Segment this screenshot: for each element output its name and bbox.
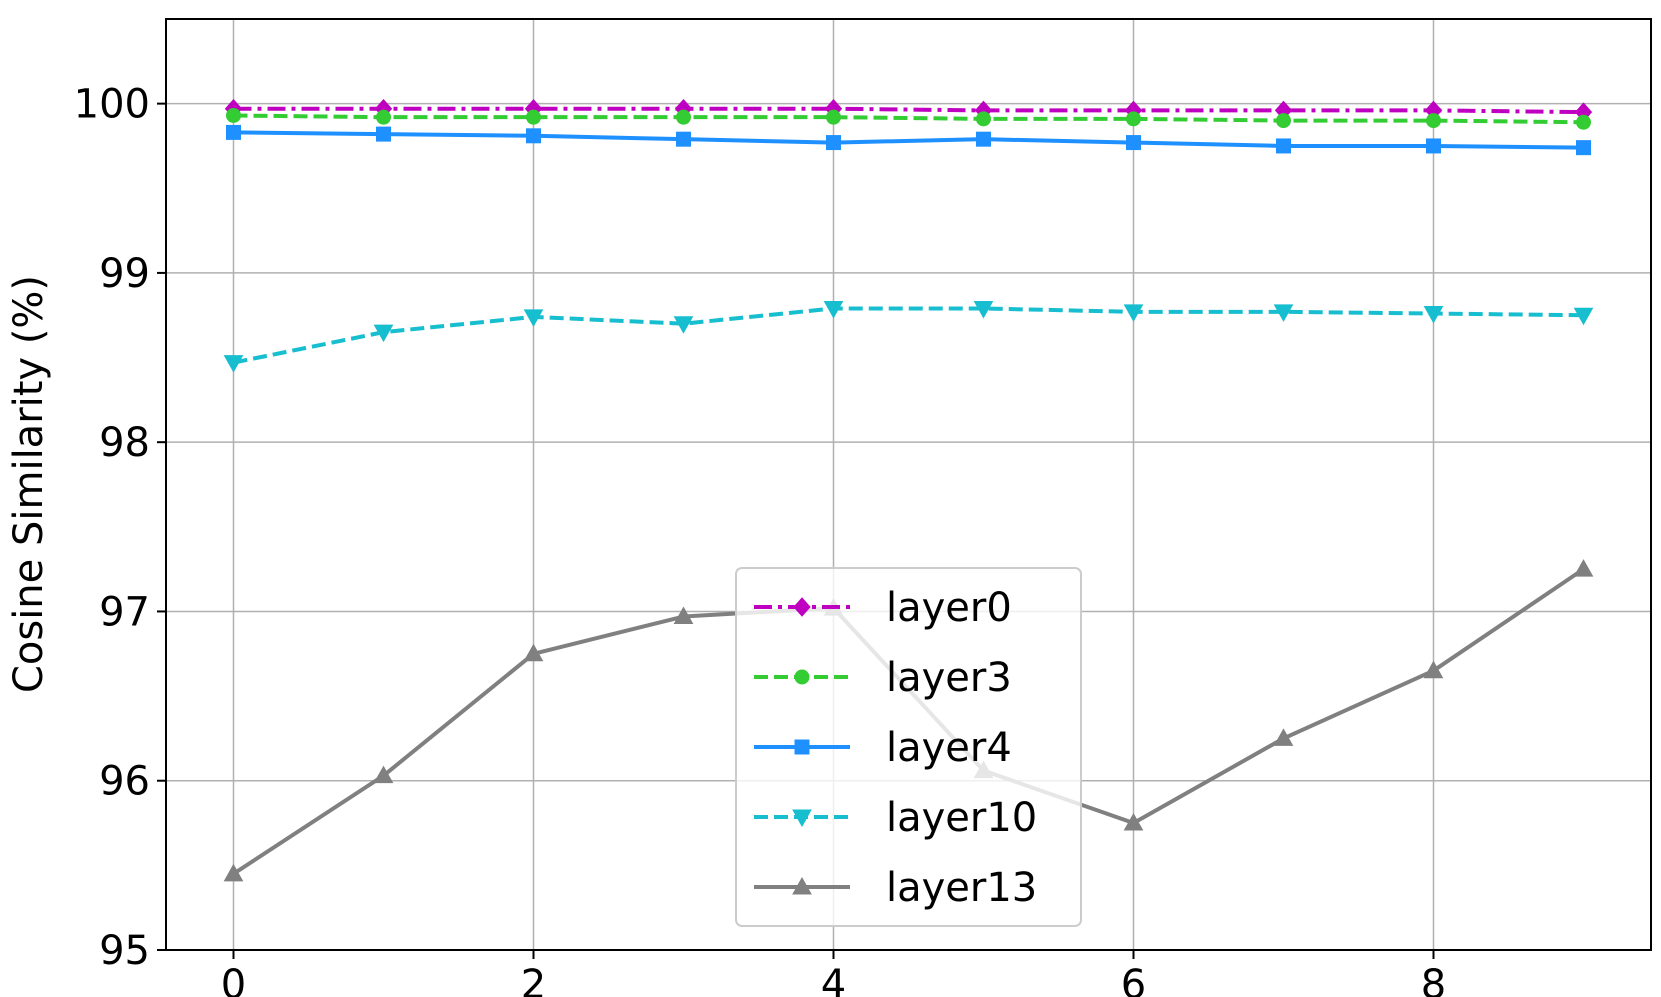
data-point-layer4 xyxy=(1126,135,1141,151)
data-point-layer10 xyxy=(223,355,244,373)
data-point-layer4 xyxy=(1576,140,1591,156)
legend-label: layer13 xyxy=(886,865,1037,911)
legend-swatch-marker xyxy=(793,597,811,617)
data-point-layer4 xyxy=(676,131,691,147)
data-point-layer4 xyxy=(976,131,991,147)
legend-label: layer4 xyxy=(886,725,1012,771)
data-point-layer4 xyxy=(1426,138,1441,154)
data-point-layer10 xyxy=(523,309,544,327)
y-tick-label: 97 xyxy=(99,589,150,635)
data-point-layer3 xyxy=(1426,113,1441,129)
data-point-layer4 xyxy=(376,126,391,142)
data-point-layer13 xyxy=(523,643,544,662)
series-line-layer10 xyxy=(233,306,1584,365)
series-layer3 xyxy=(226,107,1591,130)
series-layer xyxy=(223,98,1594,882)
axis-ticks: 0 2 4 6 8 95 96 97 98 99 100 xyxy=(74,82,1447,997)
data-point-layer10 xyxy=(973,300,994,319)
series-line-layer0 xyxy=(233,106,1584,115)
data-point-layer3 xyxy=(1126,111,1141,127)
data-point-layer10 xyxy=(1573,307,1594,326)
data-point-layer13 xyxy=(1123,813,1144,831)
grid xyxy=(166,19,1651,951)
legend-label: layer3 xyxy=(886,655,1012,701)
plot-frame xyxy=(165,18,1652,951)
x-tick-label: 2 xyxy=(521,962,546,997)
data-point-layer3 xyxy=(1276,113,1291,129)
data-point-layer3 xyxy=(226,107,241,123)
data-point-layer10 xyxy=(1123,304,1144,322)
data-point-layer10 xyxy=(373,324,394,343)
legend-label: layer10 xyxy=(886,795,1037,841)
legend-swatch-marker xyxy=(794,669,810,685)
x-tick-label: 8 xyxy=(1421,962,1446,997)
data-point-layer10 xyxy=(1423,306,1444,324)
data-point-layer4 xyxy=(826,135,841,151)
legend-box xyxy=(735,567,1082,927)
data-point-layer3 xyxy=(676,109,691,125)
y-tick-label: 99 xyxy=(99,251,150,297)
data-point-layer10 xyxy=(823,300,844,319)
series-layer4 xyxy=(226,124,1591,156)
x-tick-label: 6 xyxy=(1121,962,1146,997)
x-tick-label: 0 xyxy=(221,962,246,997)
data-point-layer10 xyxy=(673,316,694,334)
data-point-layer13 xyxy=(1423,660,1444,679)
legend-swatch-marker xyxy=(792,809,812,828)
data-point-layer10 xyxy=(1273,304,1294,322)
data-point-layer13 xyxy=(1573,559,1594,577)
data-point-layer13 xyxy=(1273,728,1294,746)
data-point-layer3 xyxy=(1576,114,1591,130)
series-line-layer3 xyxy=(233,113,1584,125)
legend-swatch-marker xyxy=(792,876,812,895)
x-tick-label: 4 xyxy=(821,962,846,997)
data-point-layer13 xyxy=(673,606,694,625)
legend-label: layer0 xyxy=(886,585,1012,631)
data-point-layer13 xyxy=(223,863,244,882)
data-point-layer4 xyxy=(1276,138,1291,154)
y-tick-label: 100 xyxy=(74,82,150,128)
y-tick-label: 98 xyxy=(99,420,150,466)
data-point-layer4 xyxy=(526,128,541,144)
data-point-layer3 xyxy=(826,109,841,125)
legend-swatch-marker xyxy=(794,739,810,755)
series-line-layer4 xyxy=(233,130,1584,150)
y-tick-label: 95 xyxy=(99,928,150,974)
data-point-layer3 xyxy=(526,109,541,125)
data-point-layer4 xyxy=(226,124,241,140)
data-point-layer13 xyxy=(373,765,394,784)
legend: layer0 layer3 layer4 layer10 layer13 xyxy=(735,567,1082,927)
series-layer10 xyxy=(223,300,1594,373)
y-axis-label: Cosine Similarity (%) xyxy=(6,275,52,693)
y-tick-label: 96 xyxy=(99,759,150,805)
data-point-layer3 xyxy=(976,111,991,127)
data-point-layer3 xyxy=(376,109,391,125)
